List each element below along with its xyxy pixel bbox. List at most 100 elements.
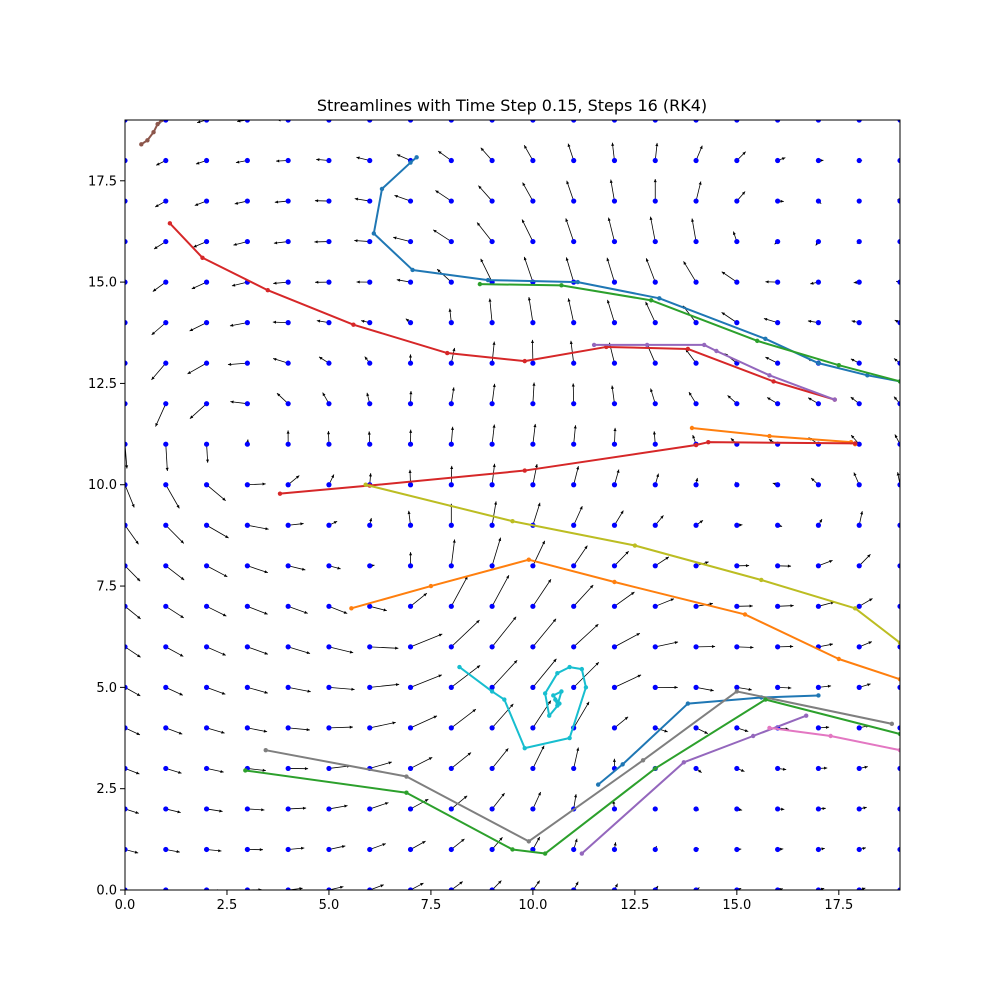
grid-point [734, 684, 740, 690]
grid-point [285, 644, 291, 650]
grid-point [693, 279, 699, 285]
grid-point [489, 846, 495, 853]
field-arrow [165, 605, 185, 619]
streamline-7 [363, 482, 900, 645]
streamline-point [620, 762, 625, 767]
grid-point [530, 157, 536, 164]
field-arrow [655, 685, 678, 689]
field-arrow [573, 545, 588, 567]
grid-point [530, 120, 536, 123]
field-arrow [432, 229, 452, 242]
field-arrow [614, 591, 635, 607]
y-tick: 12.5 [88, 377, 125, 392]
grid-point [326, 238, 332, 245]
grid-point [775, 563, 781, 569]
field-arrow [491, 792, 505, 810]
grid-point [489, 157, 495, 164]
streamline-point [653, 766, 658, 771]
grid-point [448, 198, 454, 204]
streamline-point [555, 670, 560, 676]
grid-point [489, 120, 495, 123]
grid-point [897, 887, 900, 890]
grid-point [448, 563, 454, 569]
streamline-point [836, 362, 842, 368]
grid-point [285, 441, 291, 447]
grid-point [448, 725, 454, 731]
field-arrow [522, 182, 534, 202]
field-arrow [532, 658, 557, 688]
grid-point [775, 401, 781, 407]
field-arrow [369, 646, 399, 650]
streamline-point [522, 468, 527, 473]
field-arrow [777, 604, 794, 608]
grid-point [244, 806, 250, 812]
streamline-point [510, 847, 515, 852]
grid-point [125, 684, 128, 690]
streamline-point [379, 186, 385, 192]
grid-point [163, 198, 169, 204]
grid-point [407, 120, 414, 123]
x-tick-label: 12.5 [620, 898, 649, 913]
grid-point [734, 401, 740, 407]
grid-point [489, 482, 495, 488]
grid-point [611, 320, 618, 326]
field-arrow [573, 661, 600, 688]
grid-point [734, 563, 740, 569]
streamline-point [767, 373, 772, 378]
grid-point [571, 603, 577, 609]
grid-point [285, 765, 291, 772]
field-arrow [607, 217, 615, 242]
grid-point [163, 846, 169, 853]
grid-point [693, 684, 699, 690]
grid-point [611, 120, 618, 123]
grid-point [530, 765, 536, 772]
grid-point [611, 603, 618, 609]
field-arrow [567, 143, 575, 161]
y-tick-label: 0.0 [96, 884, 117, 899]
field-arrow [565, 218, 575, 242]
grid-point [856, 360, 862, 366]
field-arrow [451, 708, 477, 729]
grid-point [571, 644, 577, 650]
streamline-path [479, 283, 900, 383]
grid-point [734, 725, 740, 731]
streamline-point [816, 693, 821, 698]
streamline-point [510, 519, 515, 524]
field-arrow [288, 767, 309, 771]
streamline-point [477, 281, 483, 287]
grid-point [611, 157, 618, 164]
grid-point [652, 320, 658, 326]
streamline-point [644, 342, 650, 348]
grid-point [203, 603, 210, 609]
field-arrow [655, 598, 675, 607]
field-arrow [649, 216, 656, 242]
streamline-point [767, 725, 772, 731]
grid-point [856, 482, 862, 488]
streamline-point [714, 348, 719, 354]
field-arrow [532, 618, 557, 648]
streamline-12 [243, 697, 900, 856]
grid-point [815, 563, 822, 569]
grid-point [407, 441, 414, 447]
x-tick-label: 17.5 [824, 898, 853, 913]
grid-point [571, 198, 577, 204]
grid-point [163, 806, 169, 812]
field-arrow [151, 322, 167, 336]
y-tick: 0.0 [96, 884, 125, 899]
grid-point [734, 279, 740, 285]
grid-point [125, 644, 128, 650]
grid-point [285, 320, 291, 326]
grid-point [367, 644, 373, 650]
streamline-point [551, 693, 556, 698]
grid-point [693, 846, 699, 853]
field-arrow [650, 388, 656, 404]
grid-point [489, 198, 495, 204]
field-arrow [369, 843, 386, 850]
grid-point [815, 157, 822, 164]
grid-point [815, 887, 822, 890]
grid-point [163, 563, 169, 569]
grid-point [163, 603, 169, 609]
grid-point [897, 806, 900, 812]
streamline-point [526, 557, 532, 562]
grid-point [326, 120, 332, 123]
